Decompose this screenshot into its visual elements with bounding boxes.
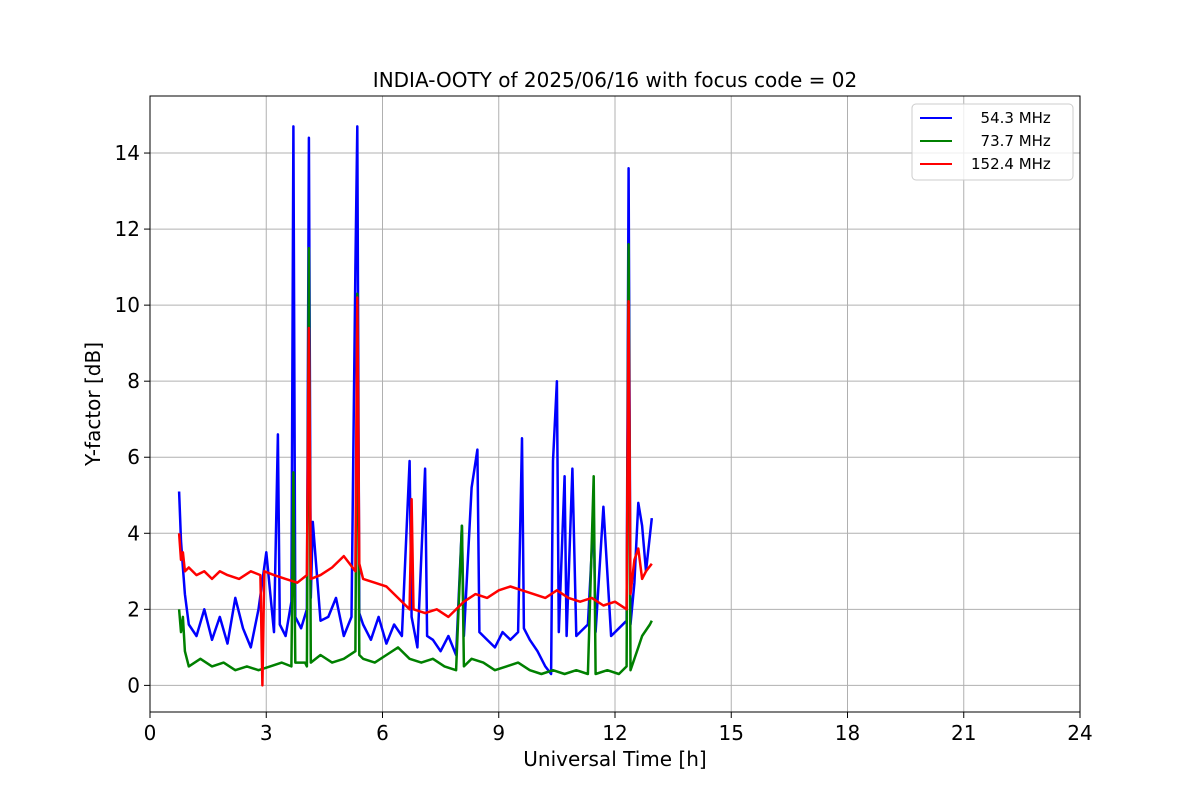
y-tick-label: 2 bbox=[127, 597, 140, 621]
x-tick-label: 21 bbox=[951, 721, 976, 745]
y-tick-label: 4 bbox=[127, 521, 140, 545]
legend-label-0: 54.3 MHz bbox=[971, 109, 1051, 127]
y-tick-label: 6 bbox=[127, 445, 140, 469]
x-tick-label: 9 bbox=[492, 721, 505, 745]
x-tick-label: 6 bbox=[376, 721, 389, 745]
x-tick-label: 12 bbox=[602, 721, 627, 745]
y-tick-label: 8 bbox=[127, 369, 140, 393]
series-layer bbox=[177, 125, 654, 687]
y-axis-label: Y-factor [dB] bbox=[81, 342, 105, 467]
series-line-1 bbox=[177, 243, 653, 676]
chart-title: INDIA-OOTY of 2025/06/16 with focus code… bbox=[373, 68, 857, 92]
legend-label-2: 152.4 MHz bbox=[971, 155, 1051, 173]
x-tick-label: 24 bbox=[1067, 721, 1092, 745]
x-tick-label: 15 bbox=[719, 721, 744, 745]
legend: 54.3 MHz 73.7 MHz 152.4 MHz bbox=[911, 103, 1074, 181]
legend-box bbox=[911, 103, 1074, 181]
legend-label-1: 73.7 MHz bbox=[971, 132, 1051, 150]
x-axis-label: Universal Time [h] bbox=[523, 747, 706, 771]
y-tick-label: 0 bbox=[127, 673, 140, 697]
y-tick-label: 14 bbox=[115, 141, 140, 165]
x-tick-label: 18 bbox=[835, 721, 860, 745]
y-tick-label: 10 bbox=[115, 293, 140, 317]
x-tick-label: 3 bbox=[260, 721, 273, 745]
series-line-0 bbox=[177, 125, 654, 676]
x-tick-label: 0 bbox=[144, 721, 157, 745]
y-tick-label: 12 bbox=[115, 217, 140, 241]
series-line-2 bbox=[177, 296, 653, 687]
